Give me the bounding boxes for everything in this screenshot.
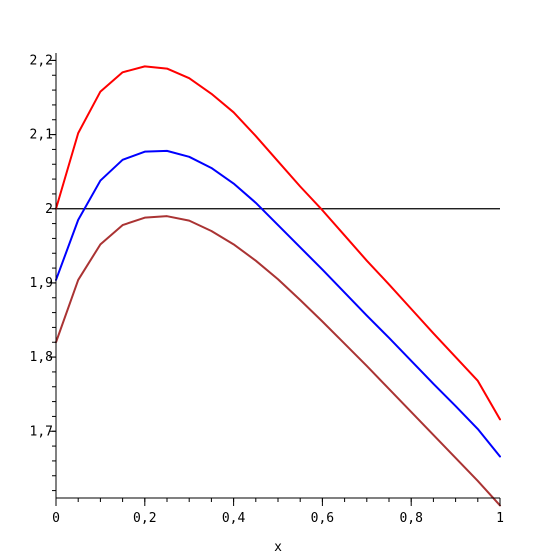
y-tick-label: 2,2 [30, 53, 53, 68]
y-tick-label: 1,8 [30, 350, 53, 365]
x-tick-label: 0,4 [222, 511, 246, 526]
x-tick-label: 0,2 [133, 511, 156, 526]
x-tick-label: 0,6 [311, 511, 334, 526]
y-tick-label: 2,1 [30, 128, 53, 143]
y-tick-label: 2 [45, 202, 53, 217]
series-line-1 [55, 149, 501, 458]
x-tick-label: 1 [496, 511, 504, 526]
axes: 1,7 1,8 1,9 2 2,1 2,2 0 0,2 0,4 0,6 0,8 1 [30, 53, 504, 526]
series-line-0 [55, 65, 501, 421]
x-axis-title: x [274, 540, 282, 555]
x-tick-label: 0,8 [399, 511, 422, 526]
series-line-2 [55, 215, 501, 507]
y-tick-label: 1,9 [30, 276, 53, 291]
y-tick-label: 1,7 [30, 424, 53, 439]
x-tick-label: 0 [52, 511, 60, 526]
plot-area [55, 65, 501, 507]
